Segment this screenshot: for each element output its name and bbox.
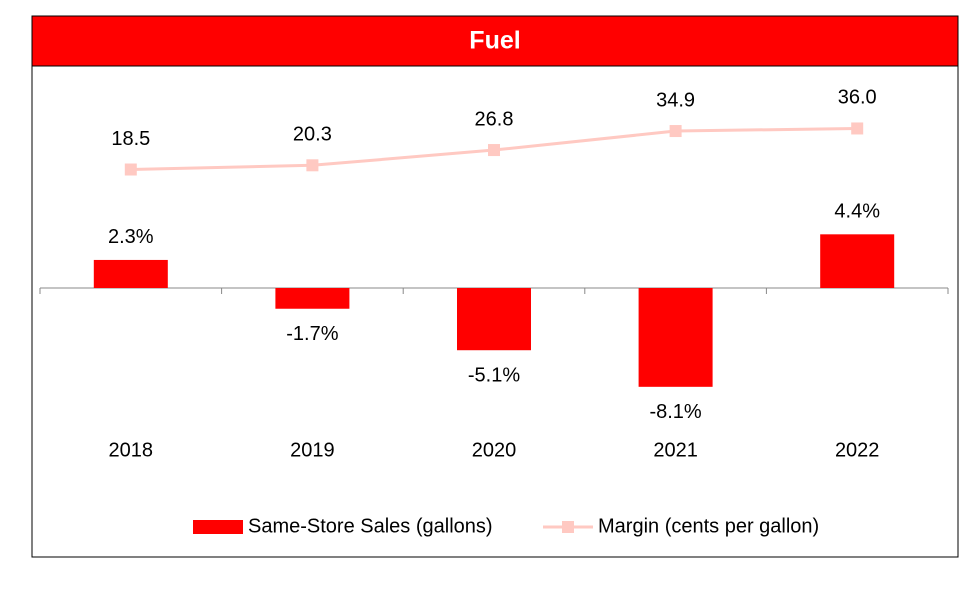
data-label: 20.3: [293, 124, 332, 146]
x-tick-label: 2021: [653, 439, 698, 461]
chart-frame: [31, 15, 959, 558]
data-label: 18.5: [111, 128, 150, 150]
legend-label: Margin (cents per gallon): [598, 515, 819, 537]
line-marker: [488, 144, 500, 157]
bar: [275, 288, 350, 309]
chart-title: Fuel: [469, 27, 520, 55]
bar: [638, 288, 713, 387]
data-label: 34.9: [656, 89, 695, 111]
line-marker: [851, 122, 864, 135]
line-marker: [306, 159, 319, 172]
data-label: -5.1%: [468, 365, 520, 387]
x-tick-label: 2020: [472, 439, 517, 461]
line-marker: [669, 125, 682, 138]
data-label: 4.4%: [834, 201, 880, 223]
bar: [457, 288, 531, 351]
data-label: 36.0: [838, 87, 877, 109]
data-label: -8.1%: [649, 401, 701, 423]
legend-label: Same-Store Sales (gallons): [248, 515, 493, 537]
x-tick-label: 2019: [290, 439, 335, 461]
x-tick-label: 2022: [835, 439, 880, 461]
data-label: 2.3%: [108, 226, 154, 248]
x-tick-label: 2018: [109, 439, 154, 461]
data-label: -1.7%: [286, 323, 338, 345]
line-marker: [124, 163, 137, 176]
title-bar: [31, 15, 959, 67]
data-label: 26.8: [475, 108, 514, 130]
bar: [93, 259, 168, 288]
legend-swatch: [193, 520, 243, 534]
bar: [820, 234, 895, 288]
legend-marker: [562, 521, 574, 533]
